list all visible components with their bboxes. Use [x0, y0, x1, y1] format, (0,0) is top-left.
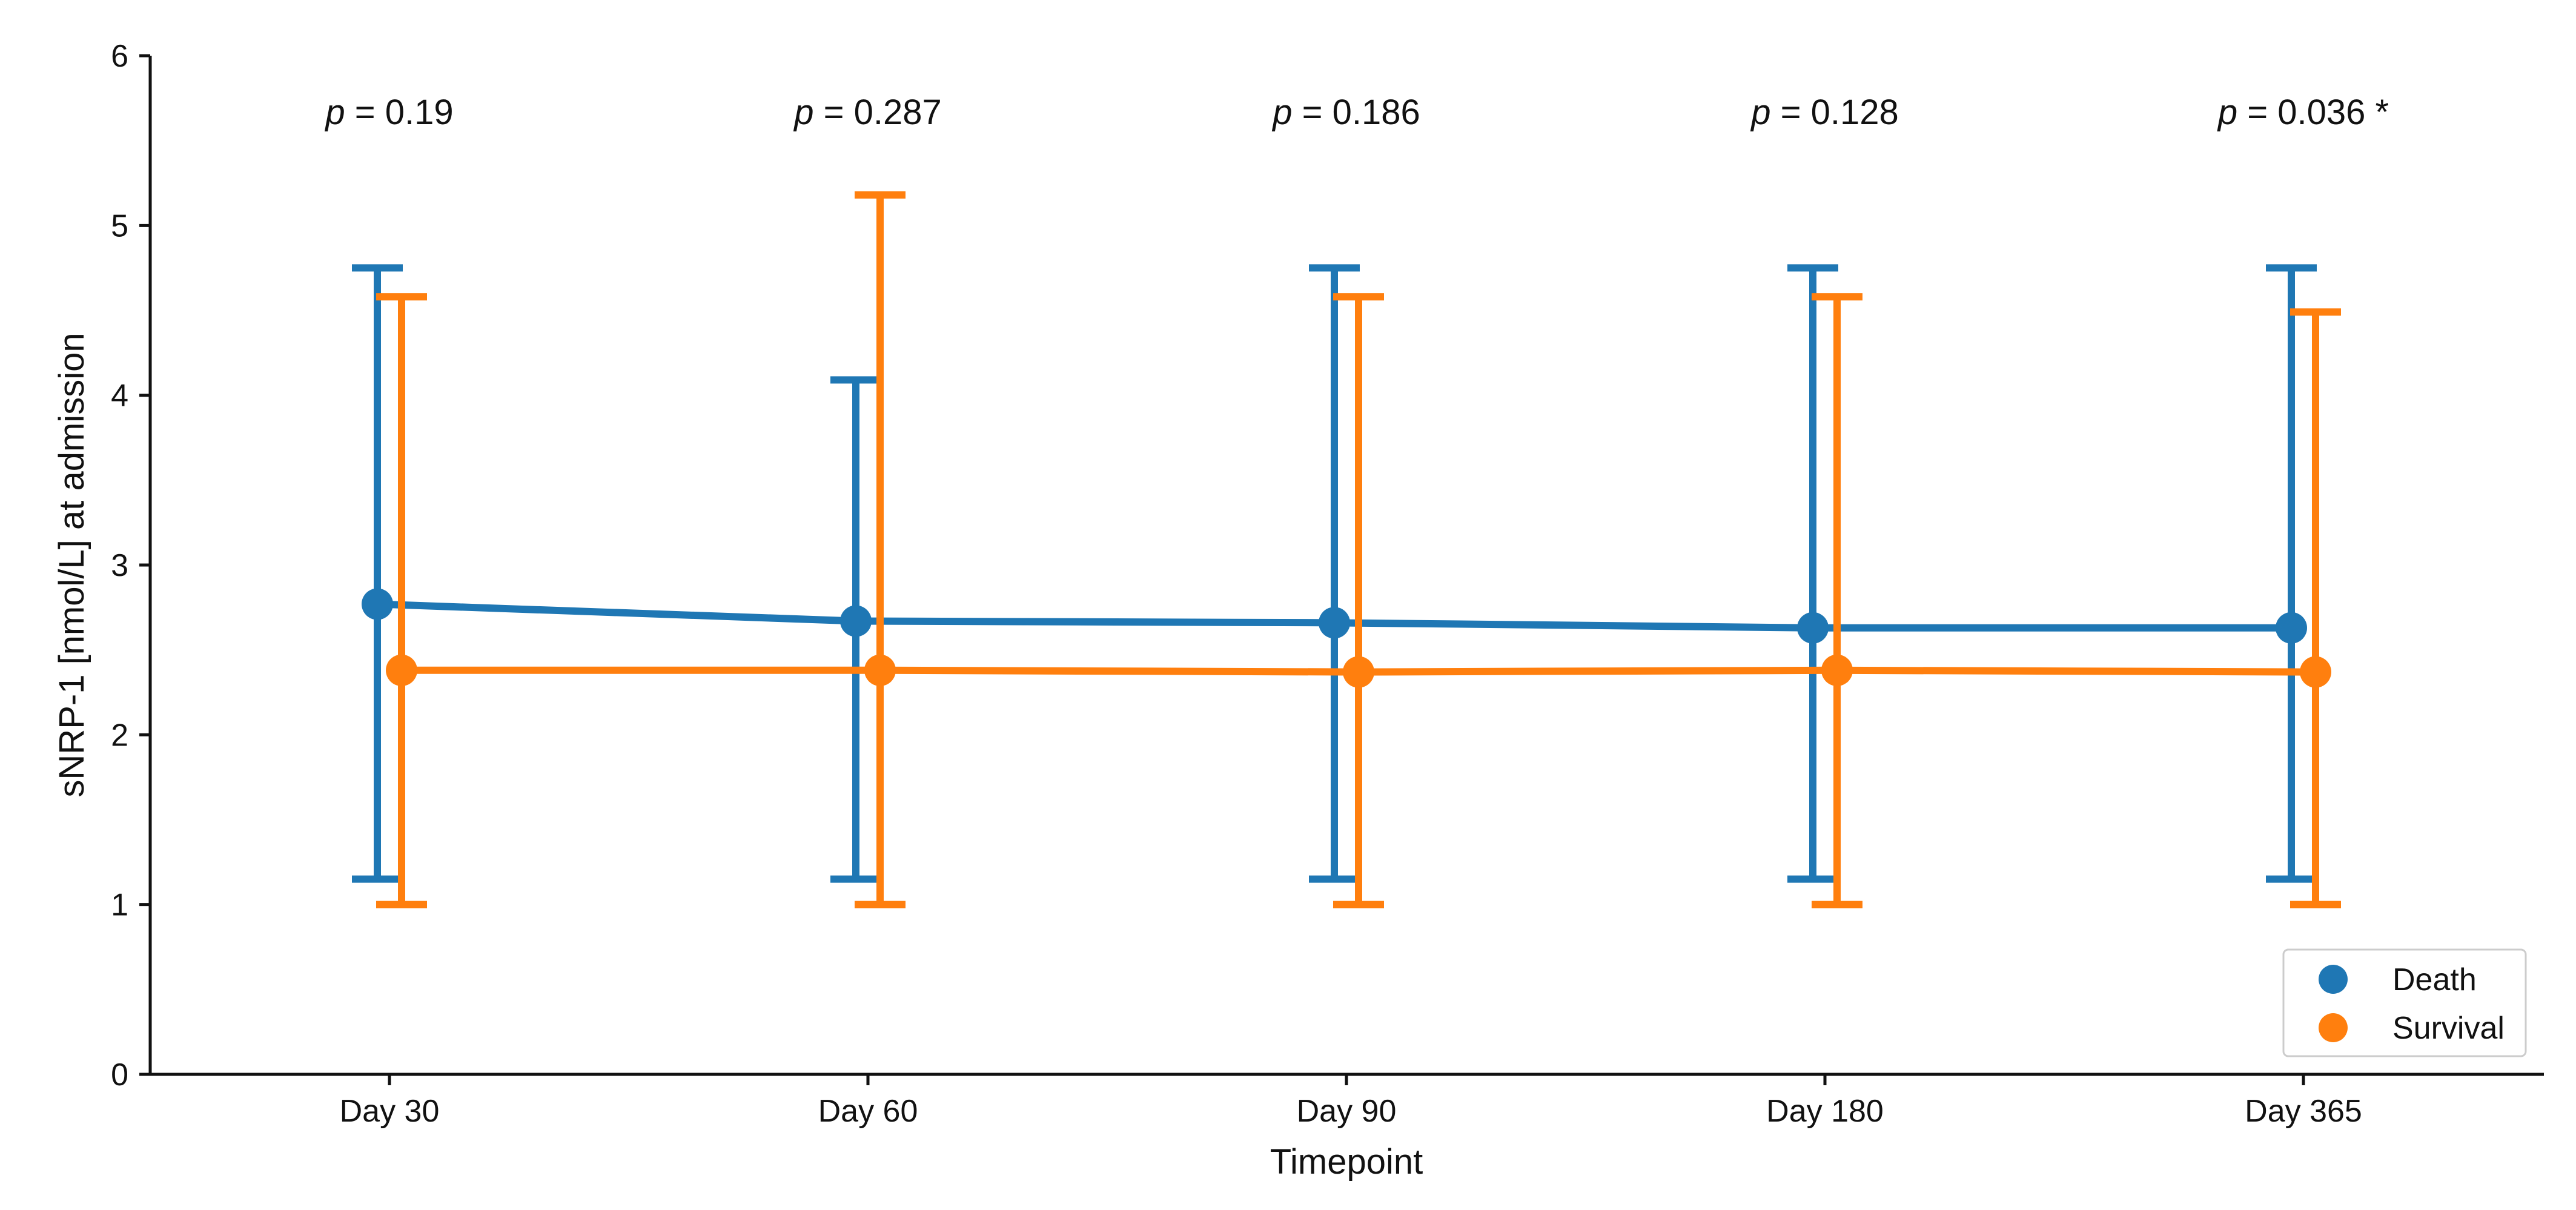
- legend-label-survival: Survival: [2392, 1011, 2505, 1046]
- series-death: [352, 264, 2317, 883]
- data-point: [1821, 654, 1853, 686]
- x-tick-label: Day 180: [1766, 1094, 1884, 1129]
- series-layer: [352, 191, 2341, 908]
- data-point: [2276, 612, 2307, 644]
- p-value-label: p = 0.128: [1750, 93, 1899, 132]
- p-value-label: p = 0.036 *: [2217, 93, 2389, 132]
- x-ticks: Day 30 Day 60 Day 90 Day 180 Day 365: [340, 1074, 2362, 1129]
- y-tick-label: 5: [111, 208, 128, 243]
- legend-marker-death: [2319, 965, 2348, 994]
- series-survival: [376, 191, 2341, 908]
- p-value-symbol: p: [2217, 93, 2237, 132]
- x-tick-label: Day 365: [2245, 1094, 2362, 1129]
- y-tick-label: 1: [111, 888, 128, 923]
- p-value-symbol: p: [324, 93, 345, 132]
- p-value-text: = 0.128: [1771, 93, 1899, 132]
- p-value-symbol: p: [1750, 93, 1770, 132]
- p-value-symbol: p: [793, 93, 813, 132]
- x-tick-label: Day 60: [818, 1094, 918, 1129]
- x-tick-label: Day 90: [1297, 1094, 1397, 1129]
- y-axis-title: sNRP-1 [nmol/L] at admission: [52, 332, 91, 797]
- y-tick-label: 4: [111, 379, 128, 414]
- y-tick-label: 6: [111, 39, 128, 74]
- data-point: [864, 654, 896, 686]
- p-value-text: = 0.287: [814, 93, 942, 132]
- data-point: [386, 654, 417, 686]
- data-point: [362, 588, 393, 620]
- y-tick-label: 2: [111, 718, 128, 753]
- p-value-text: = 0.19: [345, 93, 454, 132]
- p-value-text: = 0.186: [1293, 93, 1420, 132]
- data-point: [1343, 656, 1374, 688]
- data-point: [1319, 607, 1350, 639]
- data-point: [1797, 612, 1829, 644]
- p-value-label: p = 0.19: [324, 93, 453, 132]
- data-point: [840, 605, 872, 637]
- legend-marker-survival: [2319, 1013, 2348, 1042]
- p-value-label: p = 0.287: [793, 93, 942, 132]
- y-ticks: 0 1 2 3 4 5 6: [111, 39, 150, 1093]
- data-point: [2300, 656, 2331, 688]
- p-value-label: p = 0.186: [1271, 93, 1420, 132]
- axes: 0 1 2 3 4 5 6 Day 30 Day 60 Day 90 Day 180 Day 365: [111, 39, 2544, 1129]
- legend-label-death: Death: [2392, 962, 2477, 997]
- p-value-annotations: p = 0.19 p = 0.287 p = 0.186 p = 0.128 p = 0…: [324, 93, 2389, 132]
- x-tick-label: Day 30: [340, 1094, 440, 1129]
- x-axis-title: Timepoint: [1270, 1142, 1423, 1182]
- p-value-symbol: p: [1271, 93, 1292, 132]
- p-value-text: = 0.036 *: [2237, 93, 2389, 132]
- legend: Death Survival: [2282, 948, 2527, 1057]
- y-tick-label: 0: [111, 1057, 128, 1093]
- y-tick-label: 3: [111, 548, 128, 583]
